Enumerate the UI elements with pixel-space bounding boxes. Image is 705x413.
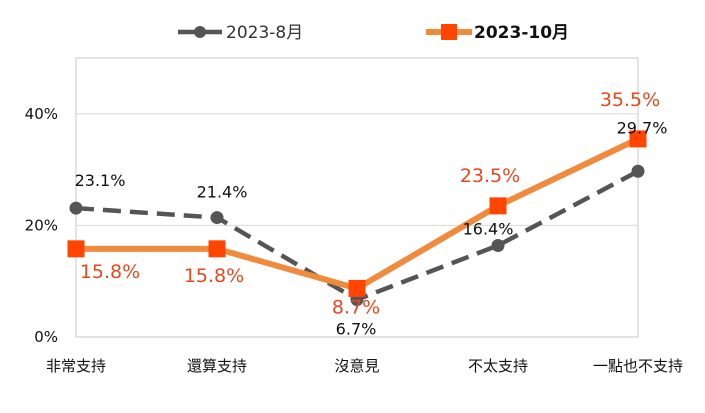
legend-label-2023-10: 2023-10月: [474, 23, 569, 43]
data-label-2023-10: 15.8%: [184, 265, 244, 287]
data-label-2023-10: 35.5%: [600, 89, 660, 111]
x-category-label: 一點也不支持: [593, 357, 683, 375]
marker-2023-10: [67, 240, 85, 258]
marker-2023-10: [629, 130, 647, 148]
series-markers: [67, 130, 647, 307]
data-label-2023-8: 6.7%: [336, 320, 377, 339]
data-label-2023-10: 8.7%: [332, 296, 380, 318]
legend: 2023-8月 2023-10月: [178, 23, 569, 43]
marker-2023-8: [631, 164, 645, 178]
gridlines: [76, 113, 638, 226]
x-category-label: 不太支持: [468, 357, 528, 375]
x-category-label: 非常支持: [46, 357, 106, 375]
y-tick-label: 40%: [25, 105, 58, 123]
data-label-2023-10: 23.5%: [460, 165, 520, 187]
x-category-label: 沒意見: [334, 357, 379, 375]
legend-label-2023-8: 2023-8月: [226, 23, 303, 43]
data-label-2023-8: 29.7%: [617, 118, 668, 137]
data-label-2023-8: 16.4%: [463, 219, 514, 238]
data-label-2023-8: 23.1%: [75, 171, 126, 190]
marker-2023-8: [210, 211, 224, 225]
data-labels: 23.1% 21.4% 6.7% 16.4% 29.7% 15.8% 15.8% 8.7% 23…: [75, 89, 668, 339]
y-axis-ticks: 0% 20% 40%: [25, 105, 58, 346]
x-category-label: 還算支持: [187, 357, 247, 375]
y-tick-label: 0%: [34, 328, 58, 346]
marker-2023-8: [69, 201, 83, 215]
legend-marker-2023-10: [441, 24, 457, 40]
marker-2023-10: [348, 279, 366, 297]
marker-2023-8: [491, 238, 505, 252]
marker-2023-10: [489, 197, 507, 215]
data-label-2023-10: 15.8%: [80, 261, 140, 283]
x-axis-categories: 非常支持 還算支持 沒意見 不太支持 一點也不支持: [46, 357, 683, 375]
marker-2023-10: [208, 240, 226, 258]
data-label-2023-8: 21.4%: [197, 183, 248, 202]
legend-marker-2023-8: [194, 26, 206, 38]
y-tick-label: 20%: [25, 216, 58, 234]
